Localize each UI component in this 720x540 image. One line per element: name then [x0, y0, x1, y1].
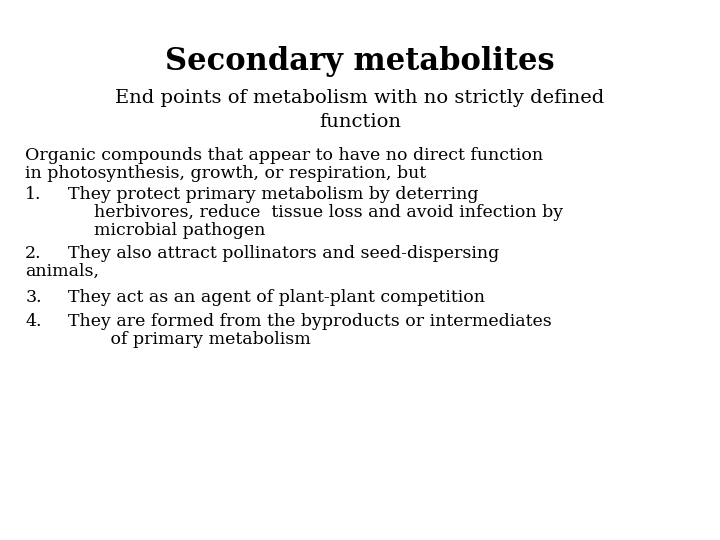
Text: in photosynthesis, growth, or respiration, but: in photosynthesis, growth, or respiratio…	[25, 165, 426, 181]
Text: 2.: 2.	[25, 245, 42, 261]
Text: animals,: animals,	[25, 262, 99, 279]
Text: 3.: 3.	[25, 289, 42, 306]
Text: microbial pathogen: microbial pathogen	[94, 222, 265, 239]
Text: They are formed from the byproducts or intermediates: They are formed from the byproducts or i…	[68, 313, 552, 330]
Text: Organic compounds that appear to have no direct function: Organic compounds that appear to have no…	[25, 147, 544, 164]
Text: They act as an agent of plant-plant competition: They act as an agent of plant-plant comp…	[68, 289, 485, 306]
Text: They also attract pollinators and seed-dispersing: They also attract pollinators and seed-d…	[68, 245, 500, 261]
Text: herbivores, reduce  tissue loss and avoid infection by: herbivores, reduce tissue loss and avoid…	[94, 204, 563, 221]
Text: 1.: 1.	[25, 186, 42, 203]
Text: function: function	[319, 113, 401, 131]
Text: 4.: 4.	[25, 313, 42, 330]
Text: End points of metabolism with no strictly defined: End points of metabolism with no strictl…	[115, 89, 605, 107]
Text: Secondary metabolites: Secondary metabolites	[165, 46, 555, 77]
Text: of primary metabolism: of primary metabolism	[94, 331, 310, 348]
Text: They protect primary metabolism by deterring: They protect primary metabolism by deter…	[68, 186, 479, 203]
